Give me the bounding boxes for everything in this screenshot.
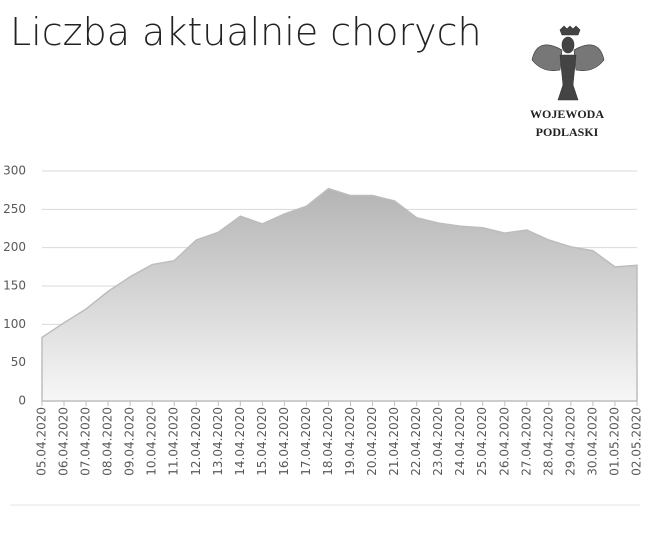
- x-tick-label: 17.04.2020: [299, 407, 313, 476]
- x-tick-label: 07.04.2020: [79, 407, 93, 476]
- x-tick-label: 05.04.2020: [35, 407, 49, 476]
- x-tick-label: 01.05.2020: [607, 407, 621, 476]
- area: [41, 187, 638, 402]
- chart-title: Liczba aktualnie chorych: [10, 10, 482, 54]
- x-tick-label: 25.04.2020: [475, 407, 489, 476]
- x-tick-label: 10.04.2020: [145, 407, 159, 476]
- x-tick-label: 18.04.2020: [321, 407, 335, 476]
- y-tick-label: 100: [3, 317, 26, 331]
- y-tick-label: 200: [3, 240, 26, 254]
- logo-text: PODLASKI: [536, 125, 599, 139]
- x-tick-label: 26.04.2020: [497, 407, 511, 476]
- x-tick-label: 28.04.2020: [541, 407, 555, 476]
- y-tick-label: 300: [3, 164, 26, 178]
- x-tick-label: 24.04.2020: [453, 407, 467, 476]
- x-tick-label: 12.04.2020: [189, 407, 203, 476]
- x-tick-label: 02.05.2020: [630, 407, 644, 476]
- logo-eagle: [531, 25, 605, 101]
- x-tick-label: 15.04.2020: [255, 407, 269, 476]
- y-tick-label: 0: [18, 394, 26, 408]
- x-tick-label: 14.04.2020: [233, 407, 247, 476]
- y-tick-label: 150: [3, 279, 26, 293]
- x-tick-label: 08.04.2020: [101, 407, 115, 476]
- x-tick-label: 23.04.2020: [431, 407, 445, 476]
- x-tick-label: 19.04.2020: [343, 407, 357, 476]
- x-tick-label: 27.04.2020: [519, 407, 533, 476]
- x-tick-label: 16.04.2020: [277, 407, 291, 476]
- x-tick-label: 29.04.2020: [563, 407, 577, 476]
- x-tick-label: 13.04.2020: [211, 407, 225, 476]
- logo-text: WOJEWODA: [530, 107, 604, 121]
- x-tick-label: 21.04.2020: [387, 407, 401, 476]
- x-tick-label: 20.04.2020: [365, 407, 379, 476]
- x-tick-label: 11.04.2020: [167, 407, 181, 476]
- x-tick-label: 06.04.2020: [57, 407, 71, 476]
- x-tick-label: 22.04.2020: [409, 407, 423, 476]
- x-tick-label: 09.04.2020: [123, 407, 137, 476]
- y-tick-label: 250: [3, 202, 26, 216]
- x-tick-label: 30.04.2020: [585, 407, 599, 476]
- y-tick-label: 50: [11, 355, 26, 369]
